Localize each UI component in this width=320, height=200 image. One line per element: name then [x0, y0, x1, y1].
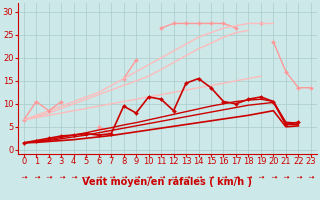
Text: ↗: ↗ — [282, 174, 290, 182]
X-axis label: Vent moyen/en rafales ( km/h ): Vent moyen/en rafales ( km/h ) — [82, 177, 252, 187]
Text: ↗: ↗ — [119, 174, 128, 182]
Text: ↗: ↗ — [57, 174, 66, 182]
Text: ↗: ↗ — [94, 174, 103, 182]
Text: ↗: ↗ — [32, 174, 41, 182]
Text: ↗: ↗ — [232, 174, 240, 182]
Text: ↗: ↗ — [132, 174, 140, 182]
Text: ↗: ↗ — [244, 174, 252, 182]
Text: ↗: ↗ — [307, 174, 315, 182]
Text: ↗: ↗ — [169, 174, 178, 182]
Text: ↗: ↗ — [69, 174, 78, 182]
Text: ↗: ↗ — [144, 174, 153, 182]
Text: ↗: ↗ — [82, 174, 91, 182]
Text: ↗: ↗ — [219, 174, 228, 182]
Text: ↗: ↗ — [269, 174, 277, 182]
Text: ↗: ↗ — [44, 174, 53, 182]
Text: ↗: ↗ — [157, 174, 165, 182]
Text: ↗: ↗ — [20, 174, 28, 182]
Text: ↗: ↗ — [294, 174, 302, 182]
Text: ↗: ↗ — [182, 174, 190, 182]
Text: ↗: ↗ — [257, 174, 265, 182]
Text: ↗: ↗ — [207, 174, 215, 182]
Text: ↗: ↗ — [194, 174, 203, 182]
Text: ↗: ↗ — [107, 174, 116, 182]
